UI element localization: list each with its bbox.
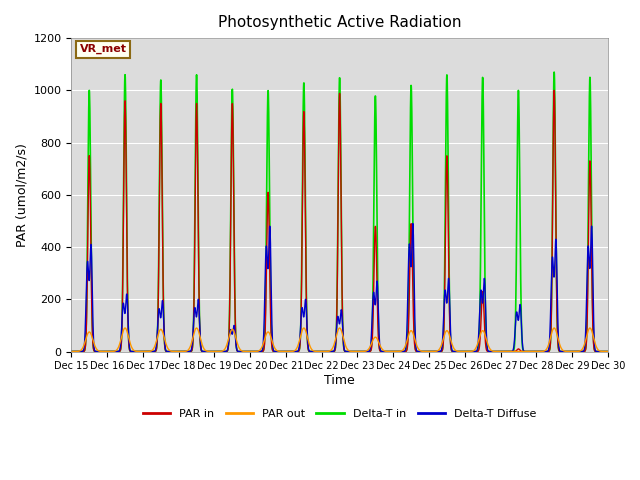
Delta-T Diffuse	[296, 329, 304, 335]
PAR in	[161, 338, 168, 344]
PAR in	[604, 348, 612, 354]
PAR out	[161, 336, 168, 341]
PAR in	[296, 336, 304, 342]
Delta-T in	[550, 69, 558, 75]
PAR out	[68, 348, 76, 354]
PAR in	[550, 87, 558, 93]
PAR out	[129, 346, 136, 352]
Legend: PAR in, PAR out, Delta-T in, Delta-T Diffuse: PAR in, PAR out, Delta-T in, Delta-T Dif…	[138, 404, 541, 423]
Delta-T Diffuse	[536, 348, 543, 354]
Delta-T Diffuse	[161, 334, 168, 339]
PAR in	[273, 348, 281, 354]
Delta-T in	[129, 348, 136, 354]
X-axis label: Time: Time	[324, 374, 355, 387]
PAR in	[593, 348, 601, 354]
Delta-T in	[68, 348, 76, 354]
PAR in	[68, 348, 76, 354]
Line: Delta-T in: Delta-T in	[72, 72, 608, 351]
PAR in	[536, 348, 543, 354]
PAR out	[497, 348, 504, 354]
Y-axis label: PAR (umol/m2/s): PAR (umol/m2/s)	[15, 143, 28, 247]
Delta-T in	[536, 348, 543, 354]
Line: Delta-T Diffuse: Delta-T Diffuse	[72, 224, 608, 351]
PAR out	[604, 348, 612, 354]
Delta-T in	[593, 348, 601, 354]
Delta-T in	[161, 337, 168, 343]
PAR out	[273, 348, 281, 354]
Delta-T Diffuse	[604, 348, 612, 354]
Delta-T Diffuse	[68, 348, 76, 354]
Delta-T Diffuse	[593, 348, 601, 354]
Delta-T Diffuse	[409, 221, 417, 227]
PAR out	[536, 348, 543, 354]
PAR out	[594, 346, 602, 352]
Title: Photosynthetic Active Radiation: Photosynthetic Active Radiation	[218, 15, 461, 30]
Line: PAR out: PAR out	[72, 328, 608, 351]
Delta-T in	[604, 348, 612, 354]
Line: PAR in: PAR in	[72, 90, 608, 351]
PAR out	[296, 334, 304, 340]
Delta-T in	[273, 348, 281, 354]
Delta-T in	[296, 335, 304, 341]
PAR in	[129, 348, 136, 354]
Delta-T Diffuse	[129, 348, 136, 354]
PAR out	[586, 325, 594, 331]
Text: VR_met: VR_met	[79, 44, 127, 54]
Delta-T Diffuse	[273, 348, 281, 354]
